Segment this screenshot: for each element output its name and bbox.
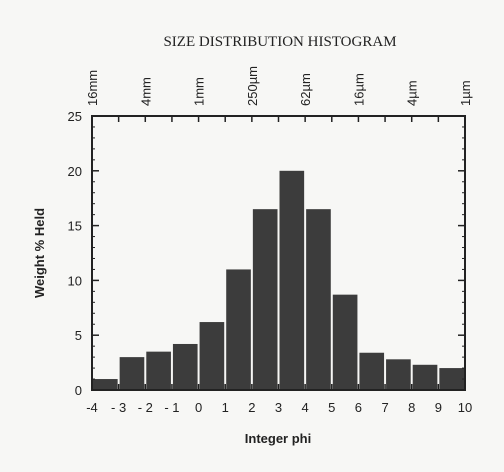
bars-group — [93, 170, 464, 390]
x-tick-label: 6 — [355, 400, 362, 415]
y-tick-labels: 0 5 10 15 20 25 — [68, 109, 82, 398]
x-tick-label: 1 — [222, 400, 229, 415]
bar-phi-1 — [226, 269, 251, 390]
top-size-label: 62µm — [298, 73, 313, 106]
x-tick-label: 2 — [248, 400, 255, 415]
x-axis-label: Integer phi — [245, 431, 311, 446]
y-tick-label: 0 — [75, 383, 82, 398]
y-tick-label: 25 — [68, 109, 82, 124]
x-tick-labels: -4 - 3 - 2 - 1 0 1 2 3 4 5 6 7 8 9 10 — [86, 400, 472, 415]
y-axis-label: Weight % Held — [32, 208, 47, 298]
y-tick-label: 5 — [75, 328, 82, 343]
top-size-label: 4mm — [138, 77, 153, 106]
x-tick-label: 10 — [458, 400, 472, 415]
y-tick-label: 10 — [68, 273, 82, 288]
bar-phi-7 — [386, 359, 411, 390]
y-tick-label: 15 — [68, 219, 82, 234]
bar-phi-0 — [199, 322, 225, 390]
bar-phi--1 — [172, 343, 198, 390]
bar-phi-8 — [412, 364, 438, 390]
x-tick-label: - 2 — [138, 400, 153, 415]
bar-phi--4 — [93, 379, 118, 390]
top-size-label: 4µm — [405, 80, 420, 106]
x-tick-label: - 1 — [164, 400, 179, 415]
x-tick-label: 5 — [328, 400, 335, 415]
x-tick-label: 9 — [435, 400, 442, 415]
x-tick-label: 8 — [408, 400, 415, 415]
bar-phi-3 — [279, 170, 305, 390]
top-size-labels: 16mm 4mm 1mm 250µm 62µm 16µm 4µm 1µm — [85, 66, 473, 106]
bar-phi-9 — [439, 368, 464, 390]
chart-title: SIZE DISTRIBUTION HISTOGRAM — [163, 34, 396, 50]
bar-phi-2 — [252, 209, 278, 390]
y-tick-label: 20 — [68, 164, 82, 179]
x-tick-label: 3 — [275, 400, 282, 415]
top-size-label: 16mm — [85, 70, 100, 106]
top-size-label: 1µm — [458, 80, 473, 106]
x-tick-label: -4 — [86, 400, 98, 415]
top-size-label: 16µm — [351, 73, 366, 106]
x-tick-label: 4 — [302, 400, 309, 415]
x-tick-label: 0 — [195, 400, 202, 415]
x-tick-label: 7 — [381, 400, 388, 415]
ticks-group — [91, 115, 466, 391]
bar-phi--3 — [119, 357, 145, 390]
bar-phi-4 — [306, 209, 331, 390]
plot-frame — [91, 115, 466, 391]
bar-phi-6 — [359, 352, 385, 390]
bar-phi--2 — [146, 351, 171, 390]
x-tick-label: - 3 — [111, 400, 126, 415]
top-size-label: 250µm — [245, 66, 260, 106]
top-size-label: 1mm — [192, 77, 207, 106]
bar-phi-5 — [332, 294, 358, 390]
